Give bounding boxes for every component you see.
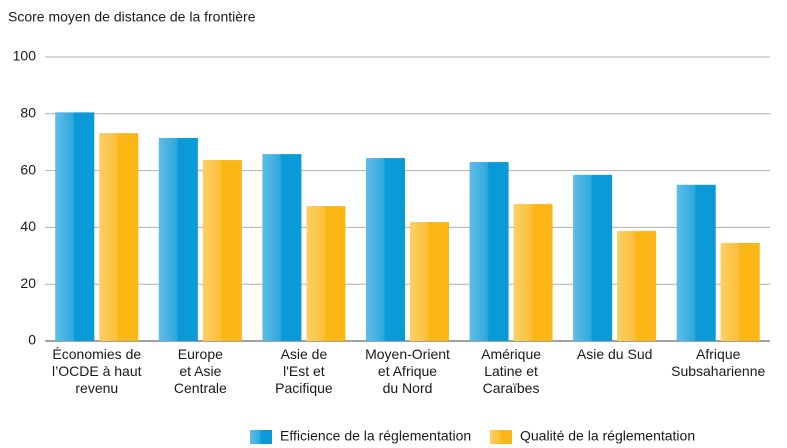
x-tick-label-line: Subsaharienne xyxy=(671,363,765,379)
legend-swatch-shade xyxy=(250,430,272,444)
x-tick-label-line: l'Est et xyxy=(283,363,325,379)
x-tick-label-line: l’OCDE à haut xyxy=(52,363,142,379)
bar xyxy=(99,133,139,341)
x-tick-label: Europe et Asie Centrale xyxy=(174,346,227,396)
x-tick-label-line: Afrique xyxy=(696,346,741,362)
y-tick-label: 20 xyxy=(20,275,36,291)
y-tick-label: 0 xyxy=(28,332,36,348)
y-tick-label: 100 xyxy=(13,48,37,64)
x-tick-label-line: Centrale xyxy=(174,380,227,396)
bar xyxy=(55,112,95,341)
bar xyxy=(676,184,716,341)
chart-title: Score moyen de distance de la frontière xyxy=(8,9,256,25)
x-tick-label-line: Asie de xyxy=(281,346,328,362)
bar xyxy=(469,162,509,341)
x-tick-label: Moyen-Orient et Afrique du Nord xyxy=(365,346,450,396)
x-tick-label-line: revenu xyxy=(75,380,118,396)
x-tick-label-line: Amérique xyxy=(481,346,541,362)
bar xyxy=(513,204,553,341)
y-tick-label: 60 xyxy=(20,161,36,177)
x-tick-label-line: Caraïbes xyxy=(483,380,540,396)
x-tick-label: Asie du Sud xyxy=(577,346,653,362)
bar xyxy=(573,174,613,341)
bar xyxy=(617,231,657,341)
x-tick-label-line: et Afrique xyxy=(378,363,437,379)
x-tick-label-line: Économies de xyxy=(52,346,141,362)
x-tick-label-line: Asie du Sud xyxy=(577,346,653,362)
x-tick-label: Amérique Latine et Caraïbes xyxy=(481,346,541,396)
bar xyxy=(720,243,760,341)
x-tick-label-line: Europe xyxy=(178,346,223,362)
x-tick-label: Économies de l’OCDE à haut revenu xyxy=(52,346,142,396)
legend-label: Qualité de la réglementation xyxy=(520,428,695,444)
x-tick-label-line: Latine et xyxy=(484,363,538,379)
x-tick-label: Afrique Subsaharienne xyxy=(671,346,765,379)
legend-swatch-shade xyxy=(490,430,512,444)
x-tick-label-line: Pacifique xyxy=(275,380,333,396)
y-tick-label: 40 xyxy=(20,218,36,234)
bar xyxy=(262,154,302,341)
bar xyxy=(306,206,346,341)
bar xyxy=(366,158,405,341)
bar xyxy=(202,160,242,341)
bar xyxy=(158,137,198,341)
bar xyxy=(410,222,449,341)
legend-label: Efficience de la réglementation xyxy=(280,428,471,444)
x-tick-label-line: Moyen-Orient xyxy=(365,346,450,362)
x-tick-label-line: du Nord xyxy=(383,380,433,396)
x-tick-label: Asie de l'Est et Pacifique xyxy=(275,346,333,396)
y-tick-label: 80 xyxy=(20,105,36,121)
x-tick-label-line: et Asie xyxy=(179,363,221,379)
